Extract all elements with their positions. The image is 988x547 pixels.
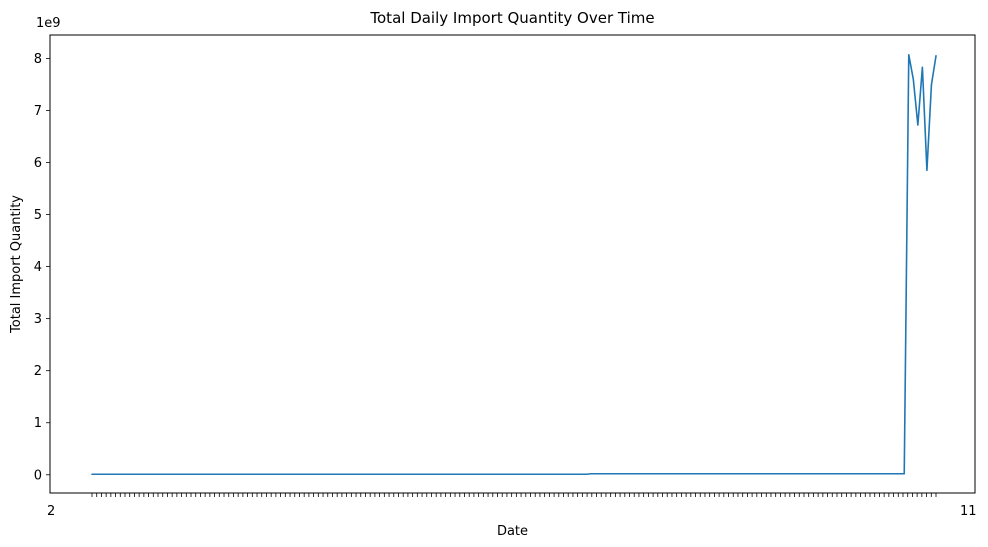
y-axis-ticks: 0 1 2 3 4 5 6 7 8 [34,52,50,483]
y-tick-label: 4 [34,260,42,275]
series-line [92,55,936,474]
y-tick-label: 2 [34,364,42,379]
y-axis-label: Total Import Quantity [9,195,24,334]
plot-area-frame [50,35,975,493]
chart-title: Total Daily Import Quantity Over Time [369,9,654,27]
y-tick-label: 1 [34,416,42,431]
y-tick-label: 0 [34,468,42,483]
y-offset-label: 1e9 [36,16,61,31]
x-tick-label-end: 11 [960,504,977,519]
y-tick-label: 8 [34,52,42,67]
y-tick-label: 7 [34,104,42,119]
y-tick-label: 3 [34,312,42,327]
y-tick-label: 5 [34,208,42,223]
x-axis-label: Date [497,524,528,539]
x-tick-label-start: 2 [47,504,55,519]
y-tick-label: 6 [34,156,42,171]
x-axis-ticks [92,493,936,497]
